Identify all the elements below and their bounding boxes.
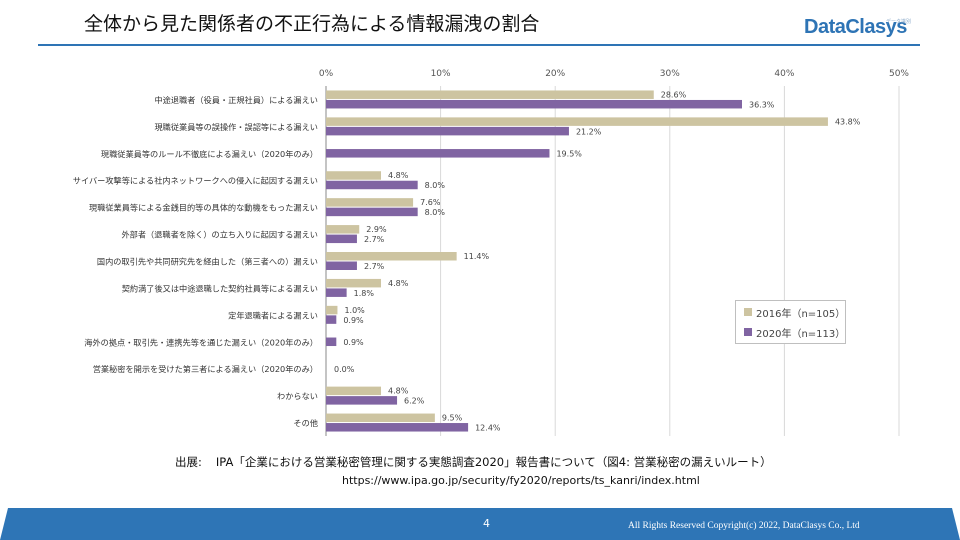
bar-2016 bbox=[326, 278, 382, 288]
bar-2020 bbox=[326, 315, 337, 324]
data-label-2016: 4.8% bbox=[388, 387, 409, 396]
category-label: サイバー攻撃等による社内ネットワークへの侵入に起因する漏えい bbox=[73, 176, 318, 186]
data-label-2016: 7.6% bbox=[420, 198, 441, 207]
source-url[interactable]: https://www.ipa.go.jp/security/fy2020/re… bbox=[342, 474, 700, 487]
data-label-2016: 4.8% bbox=[388, 279, 409, 288]
x-tick-label: 30% bbox=[660, 69, 680, 79]
bar-2016 bbox=[326, 252, 457, 261]
category-label: その他 bbox=[293, 418, 318, 428]
data-label-2016: 28.6% bbox=[661, 90, 687, 99]
data-label-2020: 6.2% bbox=[404, 397, 425, 406]
dataclasys-logo: DataClasys bbox=[804, 16, 907, 38]
x-tick-label: 0% bbox=[319, 69, 334, 79]
data-label-2020: 0.9% bbox=[343, 338, 364, 347]
category-label: 海外の拠点・取引先・連携先等を通じた漏えい（2020年のみ） bbox=[84, 337, 318, 347]
legend-entry-2016: 2016年（n=105） bbox=[744, 305, 846, 320]
bar-2020 bbox=[326, 234, 357, 244]
bar-2016 bbox=[326, 90, 654, 99]
category-label: 国内の取引先や共同研究先を経由した（第三者への）漏えい bbox=[97, 257, 318, 267]
legend-swatch-2016 bbox=[744, 308, 752, 316]
legend-label-2020: 2020年（n=113） bbox=[756, 328, 846, 340]
source-text: IPA「企業における営業秘密管理に関する実態調査2020」報告書について（図4:… bbox=[215, 455, 772, 469]
x-tick-label: 40% bbox=[774, 69, 794, 79]
legend-entry-2020: 2020年（n=113） bbox=[744, 325, 846, 340]
source-label: 出展: bbox=[175, 455, 202, 469]
source-citation: 出展: IPA「企業における営業秘密管理に関する実態調査2020」報告書について（… bbox=[175, 454, 772, 470]
x-tick-label: 50% bbox=[889, 69, 909, 79]
category-label: 現職従業員等の誤操作・誤認等による漏えい bbox=[154, 122, 318, 132]
x-tick-label: 10% bbox=[431, 69, 451, 79]
data-label-2020: 21.2% bbox=[576, 127, 602, 136]
category-label: 現職従業員等による金銭目的等の具体的な動機をもった漏えい bbox=[89, 203, 318, 213]
bar-2020 bbox=[326, 396, 398, 405]
bar-2020 bbox=[326, 337, 337, 347]
data-label-2020: 8.0% bbox=[425, 181, 446, 190]
data-label-2016: 43.8% bbox=[835, 117, 861, 126]
slide-title: 全体から見た関係者の不正行為による情報漏洩の割合 bbox=[84, 13, 540, 35]
data-label-2020: 36.3% bbox=[749, 100, 775, 109]
title-divider bbox=[38, 44, 920, 46]
bar-2016 bbox=[326, 117, 828, 126]
data-label-2020: 0.9% bbox=[343, 316, 364, 325]
category-label: 営業秘密を開示を受けた第三者による漏えい（2020年のみ） bbox=[93, 364, 318, 374]
data-label-2020: 8.0% bbox=[425, 208, 446, 217]
bar-2016 bbox=[326, 225, 360, 234]
category-label: 現職従業員等のルール不徹底による漏えい（2020年のみ） bbox=[101, 149, 318, 159]
bar-2020 bbox=[326, 126, 569, 136]
logo-tagline: データ識別 bbox=[886, 19, 912, 25]
data-label-2016: 11.4% bbox=[464, 252, 490, 261]
data-label-2016: 2.9% bbox=[366, 225, 387, 234]
leak-route-bar-chart: 0% 10% 20% 30% 40% 50% 中途退職者（役員・正規社員）による漏えい 28.… bbox=[73, 69, 909, 436]
bar-2016 bbox=[326, 198, 414, 207]
x-tick-label: 20% bbox=[545, 69, 565, 79]
data-label-2020: 0.0% bbox=[334, 365, 355, 374]
bar-2016 bbox=[326, 305, 338, 315]
bar-2020 bbox=[326, 288, 347, 297]
data-label-2020: 2.7% bbox=[364, 262, 385, 271]
legend-label-2016: 2016年（n=105） bbox=[756, 308, 846, 320]
footer-bar bbox=[0, 508, 960, 540]
category-label: 中途退職者（役員・正規社員）による漏えい bbox=[154, 95, 318, 105]
category-label: わからない bbox=[277, 391, 318, 401]
category-label: 契約満了後又は中途退職した契約社員等による漏えい bbox=[122, 283, 318, 293]
copyright-text: All Rights Reserved Copyright(c) 2022, D… bbox=[628, 521, 860, 531]
data-label-2016: 9.5% bbox=[442, 414, 463, 423]
chart-legend: 2016年（n=105） 2020年（n=113） bbox=[735, 300, 846, 344]
bar-2020 bbox=[326, 99, 742, 109]
data-label-2020: 12.4% bbox=[475, 424, 501, 433]
data-label-2016: 1.0% bbox=[344, 306, 365, 315]
bar-2020 bbox=[326, 423, 469, 432]
bar-2020 bbox=[326, 180, 418, 190]
bar-2020 bbox=[326, 261, 357, 270]
page-number: 4 bbox=[483, 517, 490, 530]
category-label: 定年退職者による漏えい bbox=[228, 310, 318, 320]
bar-2016 bbox=[326, 171, 382, 180]
legend-swatch-2020 bbox=[744, 328, 752, 336]
data-label-2016: 4.8% bbox=[388, 171, 409, 180]
data-label-2020: 2.7% bbox=[364, 235, 385, 244]
bar-2016 bbox=[326, 386, 382, 396]
bar-2016 bbox=[326, 413, 435, 423]
bar-2020 bbox=[326, 207, 418, 217]
data-label-2020: 19.5% bbox=[556, 150, 582, 159]
category-label: 外部者（退職者を除く）の立ち入りに起因する漏えい bbox=[121, 230, 318, 240]
bar-2020 bbox=[326, 149, 550, 158]
data-label-2020: 1.8% bbox=[354, 289, 375, 298]
